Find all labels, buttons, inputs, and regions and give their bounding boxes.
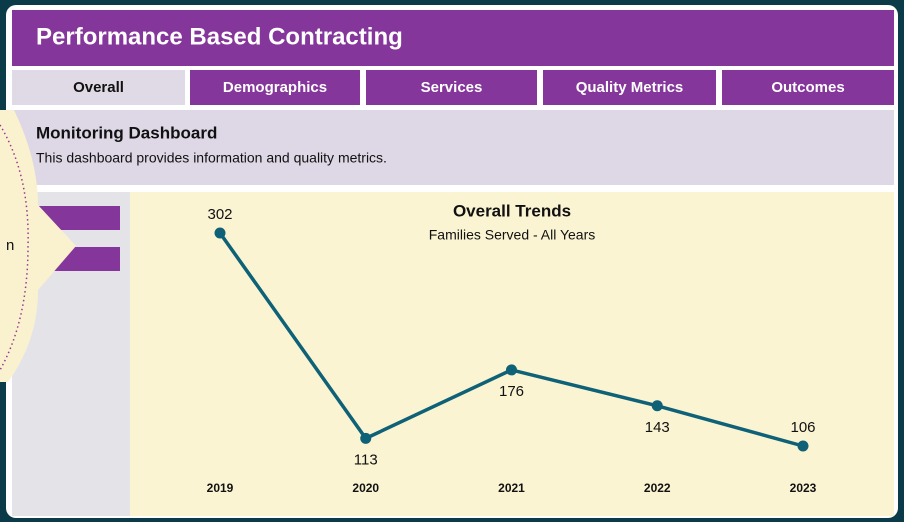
section-text: This dashboard provides information and … [36,150,387,166]
plot: 302 2019 113 2020 176 2021 143 2022 106 2023 [207,206,817,495]
tab-label: Overall [73,79,124,96]
section-bar [12,110,894,185]
point [360,432,372,444]
tab-label: Quality Metrics [576,79,684,96]
tab[interactable] [190,70,360,105]
value-label: 143 [645,419,670,436]
chart-subtitle: Families Served - All Years [429,227,596,243]
header-bar [12,10,894,66]
x-tick-label: 2023 [790,481,817,495]
point [797,440,809,452]
value-label: 113 [354,451,378,468]
point [506,364,517,376]
callout-text: n [6,237,14,254]
tab[interactable] [12,70,185,105]
value-label: 302 [207,206,232,223]
x-tick-label: 2022 [644,481,671,495]
tab-label: Outcomes [771,79,844,96]
x-tick-label: 2021 [498,481,525,495]
x-tick-label: 2020 [352,481,379,495]
value-label: 176 [499,383,524,400]
section-title: Monitoring Dashboard [36,123,217,142]
tab[interactable] [722,70,894,105]
chart-title: Overall Trends [453,201,571,220]
tab-label: Demographics [223,79,327,96]
callout [0,110,76,382]
point [651,400,663,412]
tab-label: Services [421,79,483,96]
chart-area [130,192,894,516]
tab-row: Overall Demographics Services Quality Metri… [12,70,894,105]
tab[interactable] [366,70,537,105]
callout-border [0,124,29,371]
x-tick-label: 2019 [207,481,234,495]
tab[interactable] [543,70,716,105]
point [214,227,226,239]
header-title: Performance Based Contracting [36,23,403,50]
value-label: 106 [790,419,815,436]
